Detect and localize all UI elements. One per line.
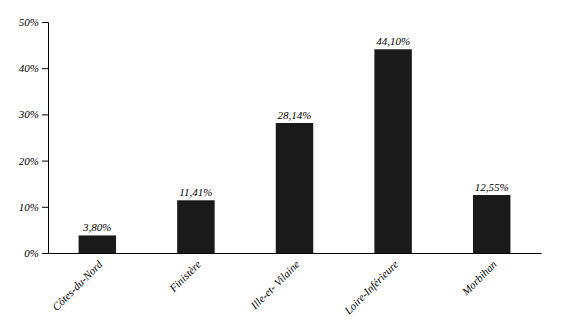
y-tick: 20% [19,155,48,167]
x-tick-label: Côtes-du-Nord [50,258,105,313]
y-tick-mark [42,161,48,162]
y-tick-label: 30% [18,108,39,120]
data-label: 44,10% [376,35,410,47]
bars [79,49,511,253]
x-tick-label: Loire-Inférieure [341,258,400,317]
bar [177,200,214,253]
x-axis: Côtes-du-Nord Finistère Ille-et- Vilaine Lo… [49,254,542,318]
x-axis-line [49,253,542,254]
x-tick-label: Ille-et- Vilaine [248,258,302,312]
y-tick: 50% [19,16,48,28]
y-tick-mark [42,114,48,115]
data-label: 11,41% [179,186,212,198]
data-label: 3,80% [82,221,111,233]
y-axis-line [42,23,49,254]
y-tick-mark [42,68,48,69]
bar [374,49,411,253]
x-tick-label: Morbihan [459,258,500,299]
y-tick-mark [42,253,48,254]
data-label: 28,14% [278,109,312,121]
x-tick: Ille-et- Vilaine [248,258,302,312]
y-tick-label: 50% [19,16,39,28]
y-tick: 40% [19,62,48,74]
y-axis: 0% 10% 20% 30% 40% 50% [18,16,49,259]
plot: 0% 10% 20% 30% 40% 50% Côtes-du-Nord Finistère I… [18,16,542,317]
y-tick: 0% [24,247,48,259]
x-tick: Morbihan [459,258,500,299]
bar [473,195,510,253]
data-label: 12,55% [475,181,509,193]
y-tick-mark [42,207,48,208]
x-tick: Côtes-du-Nord [50,258,105,313]
x-tick: Finistère [166,258,203,295]
y-tick-label: 0% [24,247,39,259]
y-tick-label: 20% [19,155,39,167]
bar [79,235,116,253]
y-tick: 10% [19,201,48,213]
y-tick: 30% [18,108,48,120]
x-tick: Loire-Inférieure [341,258,400,317]
data-labels: 3,80% 11,41% 28,14% 44,10% 12,55% [82,35,509,233]
chart: 0% 10% 20% 30% 40% 50% Côtes-du-Nord Finistère I… [0,0,561,333]
bar [276,123,313,253]
y-tick-label: 40% [19,62,39,74]
y-tick-mark [42,22,48,23]
y-tick-label: 10% [19,201,39,213]
x-tick-label: Finistère [166,258,203,295]
